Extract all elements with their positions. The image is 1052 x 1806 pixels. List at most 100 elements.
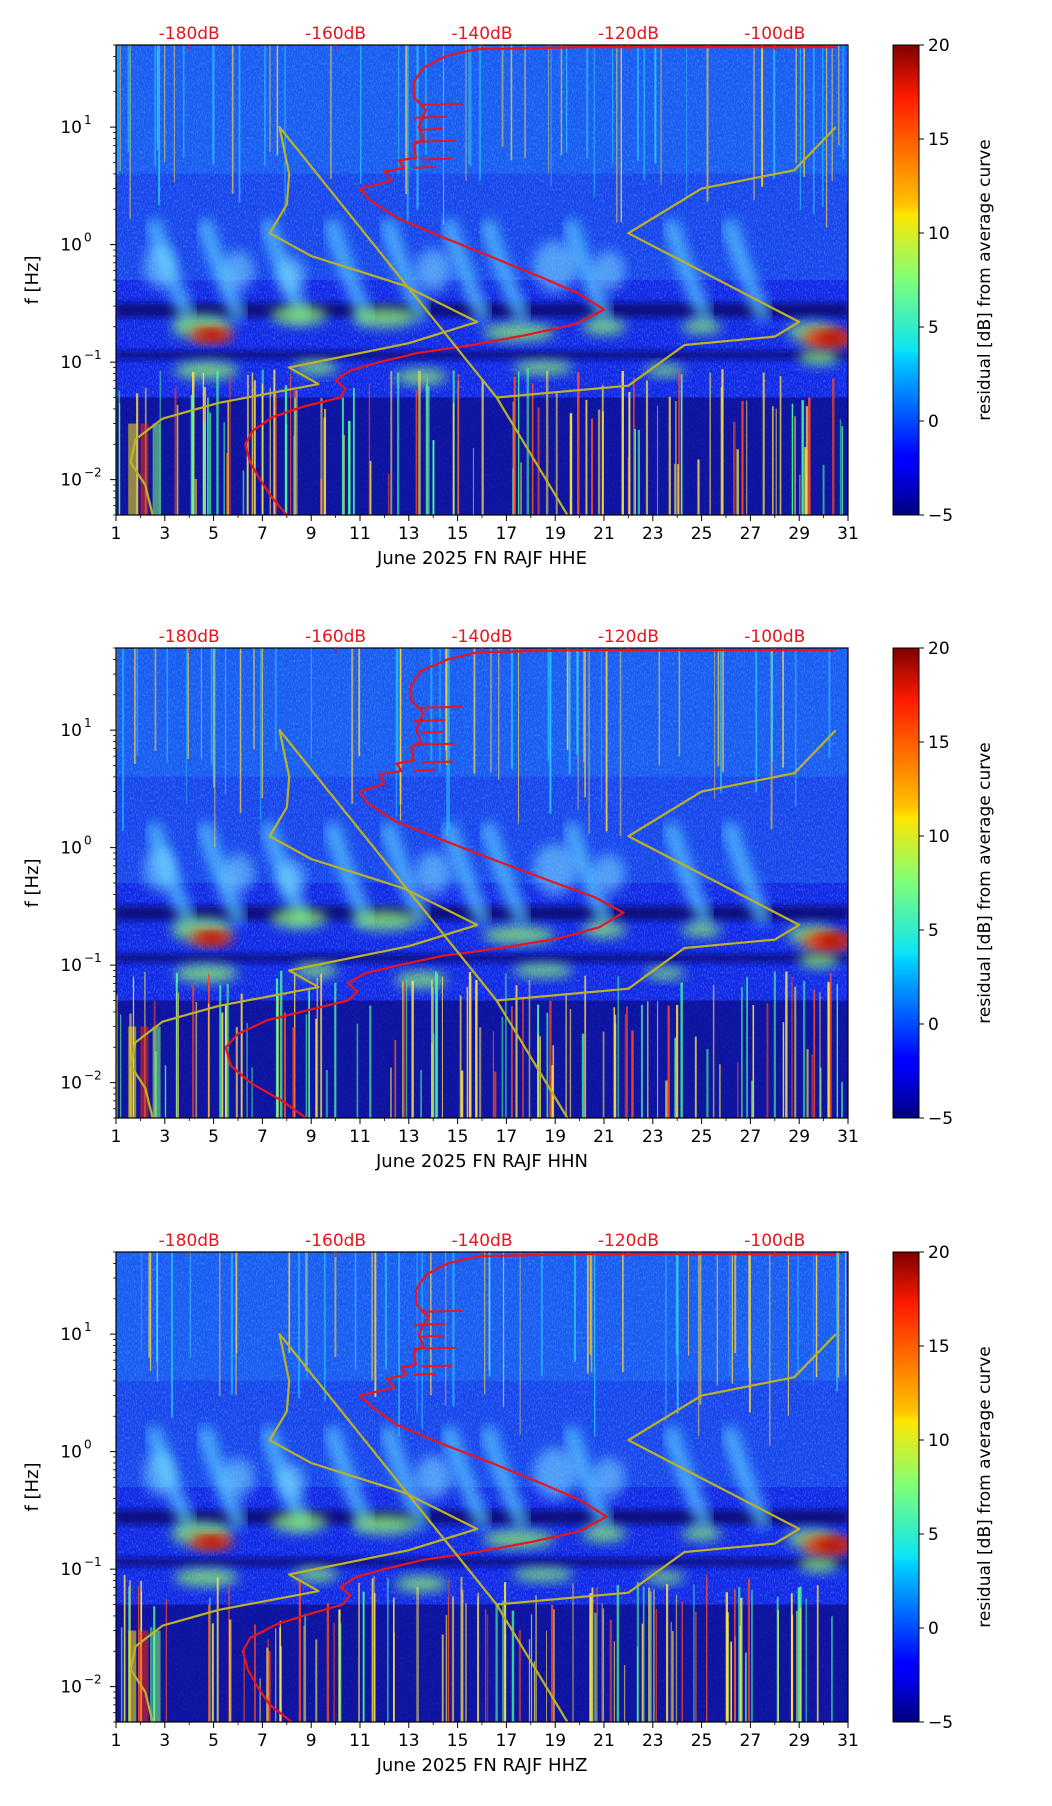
top-db-label: -140dB (451, 1231, 512, 1251)
y-tick-label: 10 (60, 236, 82, 256)
swell-blob (415, 1455, 452, 1500)
x-tick-label: 29 (788, 1731, 810, 1751)
colorbar-tick-label: 5 (928, 318, 939, 338)
x-tick-label: 13 (398, 1127, 420, 1147)
psd-spike (420, 760, 453, 764)
microseism-blob (681, 1526, 722, 1541)
spectrogram-area (116, 1252, 848, 1722)
storm-streak (379, 218, 431, 323)
y-tick-label: 10 (60, 956, 82, 976)
low-freq-block (128, 423, 137, 515)
x-tick-label: 19 (544, 524, 566, 544)
x-tick-label: 1 (111, 1127, 122, 1147)
storm-streak (662, 821, 714, 926)
storm-streak (379, 1425, 431, 1530)
y-tick-label: 10 (60, 839, 82, 859)
colorbar-tick-label: 20 (928, 639, 950, 659)
x-tick-label: 17 (496, 524, 518, 544)
x-tick-label: 1 (111, 1731, 122, 1751)
storm-streak (662, 218, 714, 323)
y-tick-exponent: −2 (84, 466, 102, 480)
psd-spike (420, 157, 453, 161)
microseism-blob (513, 963, 573, 978)
spectrogram-area (116, 45, 848, 515)
top-db-label: -100dB (744, 24, 805, 44)
colorbar-tick-label: 15 (928, 130, 950, 150)
storm-streak (479, 1425, 531, 1530)
colorbar-tick-label: 20 (928, 36, 950, 56)
x-axis-label: June 2025 FN RAJF HHN (375, 1151, 588, 1172)
y-tick-exponent: −1 (84, 951, 102, 965)
colorbar-tick-label: 5 (928, 921, 939, 941)
microseism-blob (352, 307, 417, 328)
y-tick-label: 10 (60, 1560, 82, 1580)
swell-blob (592, 1457, 625, 1498)
top-db-label: -160dB (305, 627, 366, 647)
dark-band (116, 1557, 848, 1567)
y-tick-exponent: −1 (84, 348, 102, 362)
top-db-label: -120dB (598, 24, 659, 44)
microseism-blob (513, 360, 573, 375)
x-tick-label: 29 (788, 524, 810, 544)
low-band (116, 1000, 848, 1118)
y-tick-label: 10 (60, 1678, 82, 1698)
hot-spot-core (816, 936, 845, 947)
y-axis-label: f [Hz] (22, 858, 43, 907)
x-tick-label: 9 (306, 1127, 317, 1147)
colorbar-tick-label: 0 (928, 412, 939, 432)
x-tick-label: 15 (447, 1127, 469, 1147)
microseism-blob (271, 908, 327, 929)
x-tick-label: 11 (349, 524, 371, 544)
colorbar-label: residual [dB] from average curve (975, 139, 995, 420)
swell-blob (533, 1447, 578, 1500)
colorbar-tick-label: −5 (928, 506, 953, 526)
microseism-blob (352, 910, 417, 931)
x-tick-label: 13 (398, 524, 420, 544)
microseism-blob (798, 952, 839, 969)
microseism-blob (395, 971, 447, 988)
colorbar (892, 647, 920, 1119)
y-tick-label: 10 (60, 353, 82, 373)
storm-streak (479, 821, 531, 926)
storm-streak (662, 1425, 714, 1530)
x-tick-label: 7 (257, 1731, 268, 1751)
x-tick-label: 21 (593, 1731, 615, 1751)
psd-spike (413, 1346, 456, 1350)
swell-blob (222, 1457, 254, 1498)
x-tick-label: 17 (496, 1127, 518, 1147)
low-freq-block (152, 1026, 161, 1118)
y-axis-label: f [Hz] (22, 255, 43, 304)
storm-streak (196, 1425, 248, 1530)
y-tick-exponent: −2 (84, 1673, 102, 1687)
x-tick-label: 3 (159, 1127, 170, 1147)
x-tick-label: 27 (740, 1731, 762, 1751)
dark-band (116, 350, 848, 360)
psd-spike (413, 1372, 436, 1376)
x-tick-label: 15 (447, 524, 469, 544)
x-tick-label: 7 (257, 1127, 268, 1147)
microseism-blob (352, 1514, 417, 1535)
psd-spike (413, 1322, 446, 1326)
psd-spike (420, 730, 444, 734)
low-freq-block (128, 1026, 137, 1118)
x-axis-label: June 2025 FN RAJF HHZ (376, 1755, 588, 1776)
hot-spot-core (199, 934, 224, 943)
microseism-blob (798, 349, 839, 366)
x-tick-label: 15 (447, 1731, 469, 1751)
x-tick-label: 7 (257, 524, 268, 544)
low-freq-block (152, 423, 161, 515)
swell-blob (533, 843, 578, 896)
low-freq-block (152, 1630, 161, 1722)
hot-spot-core (199, 1538, 224, 1547)
swell-blob (533, 240, 578, 293)
psd-spike (413, 115, 446, 119)
storm-streak (562, 1425, 614, 1530)
colorbar-tick-label: 10 (928, 1431, 950, 1451)
microseism-blob (681, 922, 722, 937)
noise-model-curve (129, 125, 837, 515)
x-tick-label: 31 (837, 1127, 859, 1147)
storm-streak (720, 218, 773, 323)
x-tick-label: 9 (306, 524, 317, 544)
